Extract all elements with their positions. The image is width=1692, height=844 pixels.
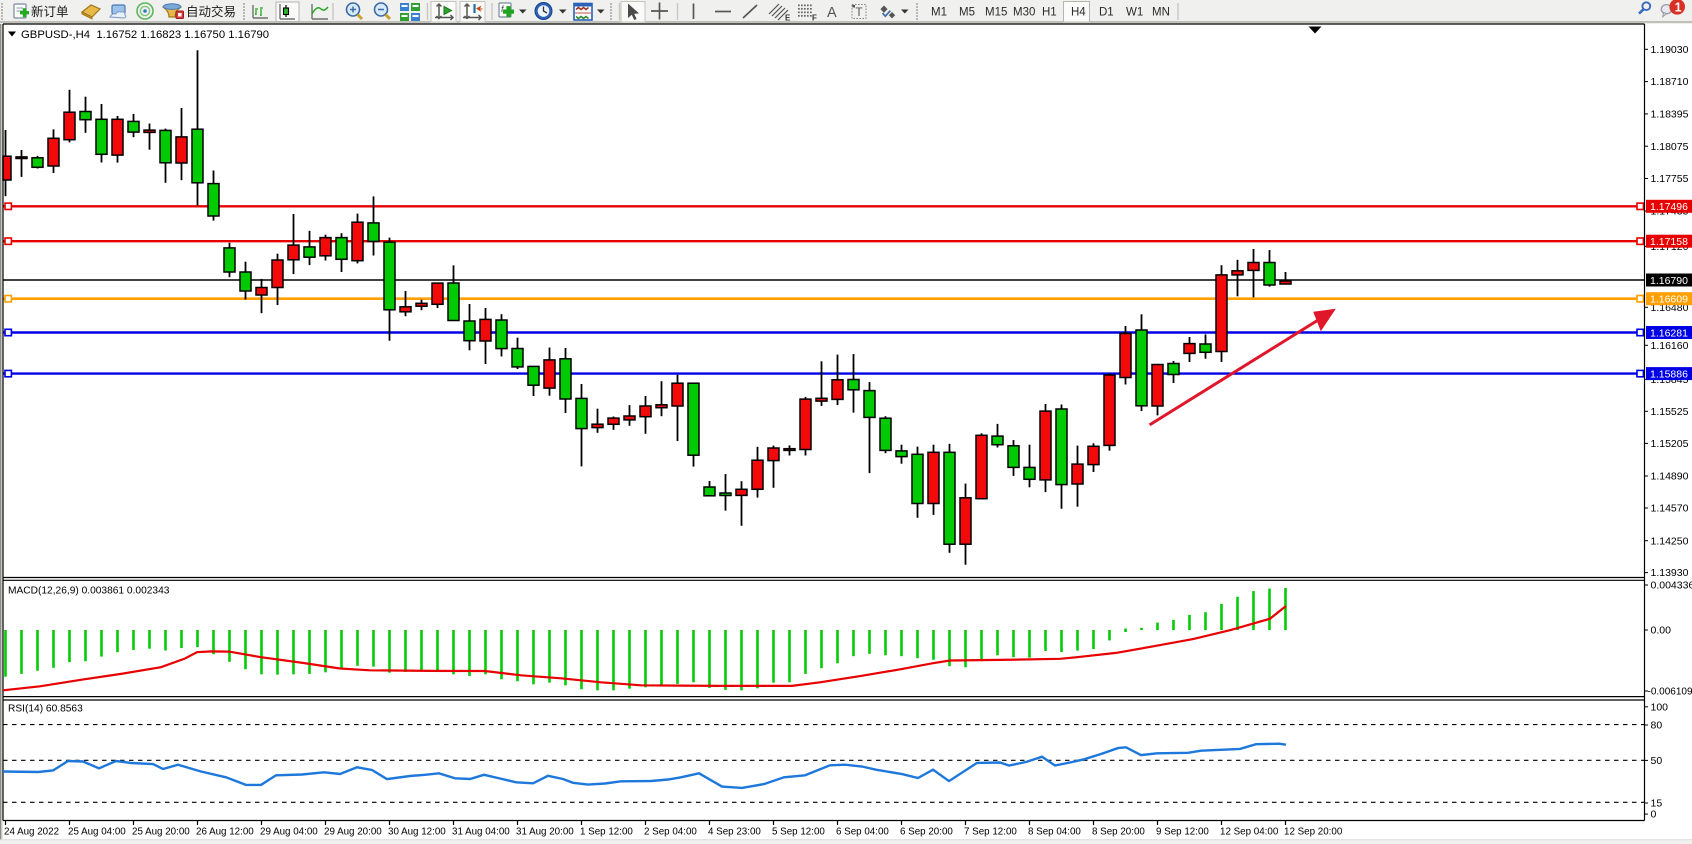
svg-text:100: 100	[1651, 701, 1669, 713]
svg-text:8 Sep 20:00: 8 Sep 20:00	[1092, 826, 1145, 837]
svg-text:T: T	[856, 7, 863, 19]
svg-text:1.18710: 1.18710	[1651, 76, 1689, 88]
svg-text:1.14890: 1.14890	[1651, 471, 1689, 483]
svg-text:W1: W1	[1126, 7, 1143, 19]
svg-text:M15: M15	[985, 7, 1007, 19]
svg-text:12 Sep 20:00: 12 Sep 20:00	[1284, 826, 1343, 837]
svg-text:7 Sep 12:00: 7 Sep 12:00	[964, 826, 1017, 837]
svg-text:5 Sep 12:00: 5 Sep 12:00	[772, 826, 825, 837]
svg-text:f: f	[501, 4, 505, 14]
svg-text:M1: M1	[931, 7, 947, 19]
svg-text:25 Aug 04:00: 25 Aug 04:00	[68, 826, 126, 837]
svg-text:0.00: 0.00	[1651, 625, 1672, 637]
svg-text:50: 50	[1651, 755, 1663, 767]
svg-text:1.18395: 1.18395	[1651, 109, 1689, 121]
svg-text:1.16609: 1.16609	[1650, 294, 1688, 306]
svg-text:1.18075: 1.18075	[1651, 141, 1689, 153]
svg-text:1.15525: 1.15525	[1651, 406, 1689, 418]
svg-text:1: 1	[1675, 1, 1682, 15]
svg-text:-0.006109: -0.006109	[1648, 687, 1692, 698]
svg-text:1.17496: 1.17496	[1650, 201, 1688, 213]
svg-text:F: F	[812, 14, 817, 23]
svg-text:8 Sep 04:00: 8 Sep 04:00	[1028, 826, 1081, 837]
svg-text:GBPUSD-,H4 1.16752 1.16823 1.: GBPUSD-,H4 1.16752 1.16823 1.16750 1.167…	[21, 29, 269, 41]
svg-text:M5: M5	[959, 7, 975, 19]
svg-text:H4: H4	[1071, 7, 1086, 19]
svg-text:26 Aug 12:00: 26 Aug 12:00	[196, 826, 254, 837]
svg-text:MACD(12,26,9) 0.003861 0.00234: MACD(12,26,9) 0.003861 0.002343	[8, 586, 170, 597]
svg-text:1 Sep 12:00: 1 Sep 12:00	[580, 826, 633, 837]
svg-text:自动交易: 自动交易	[186, 4, 236, 19]
svg-text:80: 80	[1651, 720, 1663, 732]
svg-text:31 Aug 20:00: 31 Aug 20:00	[516, 826, 574, 837]
svg-text:0: 0	[1651, 809, 1657, 821]
svg-text:M30: M30	[1013, 7, 1035, 19]
svg-text:1.14570: 1.14570	[1651, 503, 1689, 515]
svg-text:1.13930: 1.13930	[1651, 567, 1689, 579]
svg-text:25 Aug 20:00: 25 Aug 20:00	[132, 826, 190, 837]
svg-text:1.17158: 1.17158	[1650, 236, 1688, 248]
svg-text:1.16281: 1.16281	[1650, 327, 1688, 339]
svg-text:9 Sep 12:00: 9 Sep 12:00	[1156, 826, 1209, 837]
svg-text:1.17755: 1.17755	[1651, 173, 1689, 185]
svg-text:RSI(14) 60.8563: RSI(14) 60.8563	[8, 704, 83, 715]
svg-text:MN: MN	[1152, 7, 1170, 19]
svg-text:29 Aug 20:00: 29 Aug 20:00	[324, 826, 382, 837]
svg-text:新订单: 新订单	[31, 4, 69, 19]
svg-text:1.15886: 1.15886	[1650, 369, 1688, 381]
svg-text:6 Sep 20:00: 6 Sep 20:00	[900, 826, 953, 837]
svg-text:2 Sep 04:00: 2 Sep 04:00	[644, 826, 697, 837]
svg-text:0.004336: 0.004336	[1651, 580, 1692, 592]
svg-text:24 Aug 2022: 24 Aug 2022	[4, 826, 59, 837]
svg-text:31 Aug 04:00: 31 Aug 04:00	[452, 826, 510, 837]
svg-text:A: A	[827, 5, 837, 21]
svg-text:4 Sep 23:00: 4 Sep 23:00	[708, 826, 761, 837]
svg-text:E: E	[785, 14, 791, 23]
svg-text:29 Aug 04:00: 29 Aug 04:00	[260, 826, 318, 837]
svg-text:12 Sep 04:00: 12 Sep 04:00	[1220, 826, 1279, 837]
svg-text:1.16790: 1.16790	[1650, 275, 1688, 287]
svg-text:1.16160: 1.16160	[1651, 340, 1689, 352]
svg-text:1.14250: 1.14250	[1651, 535, 1689, 547]
svg-text:6 Sep 04:00: 6 Sep 04:00	[836, 826, 889, 837]
svg-text:H1: H1	[1042, 7, 1057, 19]
svg-text:1.15205: 1.15205	[1651, 438, 1689, 450]
svg-text:15: 15	[1651, 798, 1663, 810]
svg-text:D1: D1	[1099, 7, 1114, 19]
svg-text:30 Aug 12:00: 30 Aug 12:00	[388, 826, 446, 837]
svg-text:1.19030: 1.19030	[1651, 44, 1689, 56]
